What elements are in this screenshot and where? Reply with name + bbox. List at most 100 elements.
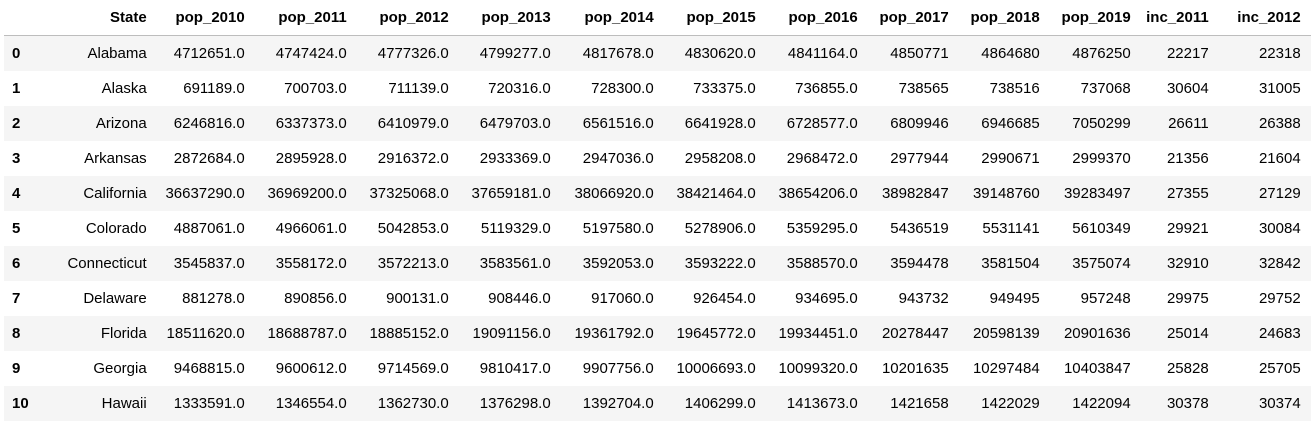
table-cell: 1421658 <box>890 395 949 412</box>
table-cell: 30084 <box>1258 220 1301 237</box>
table-cell: 3558172.0 <box>275 255 347 272</box>
table-cell: 10099320.0 <box>778 360 858 377</box>
table-cell: 5197580.0 <box>582 220 654 237</box>
column-header-pop-2014: pop_2014 <box>560 0 664 36</box>
table-cell: 10201635 <box>881 360 949 377</box>
table-cell: 2872684.0 <box>173 150 245 167</box>
table-cell: 2933369.0 <box>479 150 551 167</box>
column-header-inc-2011: inc_2011 <box>1140 0 1219 36</box>
table-cell: 31005 <box>1258 80 1301 97</box>
table-cell: 2999370 <box>1072 150 1131 167</box>
row-index: 6 <box>12 255 21 272</box>
table-cell: 4850771 <box>890 45 949 62</box>
column-header-pop-2012: pop_2012 <box>356 0 459 36</box>
table-cell: 4747424.0 <box>275 45 347 62</box>
table-cell: 737068 <box>1080 80 1131 97</box>
table-cell: 22318 <box>1258 45 1301 62</box>
cell-state: Georgia <box>93 360 147 377</box>
table-row: 6 Connecticut 3545837.0 3558172.0 357221… <box>4 246 1311 281</box>
table-cell: 38066920.0 <box>574 185 654 202</box>
table-cell: 36637290.0 <box>165 185 245 202</box>
table-cell: 4777326.0 <box>377 45 449 62</box>
table-cell: 5436519 <box>890 220 949 237</box>
table-cell: 20598139 <box>972 325 1040 342</box>
cell-state: Hawaii <box>101 395 147 412</box>
header-row: State pop_2010 pop_2011 pop_2012 pop_201… <box>4 0 1311 36</box>
table-cell: 4799277.0 <box>479 45 551 62</box>
table-cell: 4887061.0 <box>173 220 245 237</box>
table-row: 5 Colorado 4887061.0 4966061.0 5042853.0… <box>4 211 1311 246</box>
table-cell: 26388 <box>1258 115 1301 132</box>
table-cell: 6410979.0 <box>377 115 449 132</box>
table-cell: 2895928.0 <box>275 150 347 167</box>
table-cell: 24683 <box>1258 325 1301 342</box>
table-row: 9 Georgia 9468815.0 9600612.0 9714569.0 … <box>4 351 1311 386</box>
table-cell: 1413673.0 <box>786 395 858 412</box>
table-cell: 934695.0 <box>795 290 858 307</box>
table-cell: 728300.0 <box>591 80 654 97</box>
column-header-pop-2017: pop_2017 <box>867 0 959 36</box>
table-cell: 30374 <box>1258 395 1301 412</box>
table-cell: 9714569.0 <box>377 360 449 377</box>
table-cell: 18688787.0 <box>267 325 347 342</box>
table-cell: 2990671 <box>981 150 1040 167</box>
table-cell: 7050299 <box>1072 115 1131 132</box>
table-cell: 4712651.0 <box>173 45 245 62</box>
row-index: 0 <box>12 45 21 62</box>
column-header-pop-2013: pop_2013 <box>458 0 561 36</box>
table-cell: 19645772.0 <box>676 325 756 342</box>
index-header <box>4 0 29 36</box>
table-cell: 908446.0 <box>488 290 551 307</box>
table-cell: 37659181.0 <box>471 185 551 202</box>
table-row: 2 Arizona 6246816.0 6337373.0 6410979.0 … <box>4 106 1311 141</box>
row-index: 3 <box>12 150 21 167</box>
column-header-pop-2018: pop_2018 <box>958 0 1050 36</box>
table-cell: 3583561.0 <box>479 255 551 272</box>
table-cell: 25828 <box>1166 360 1209 377</box>
table-cell: 1362730.0 <box>377 395 449 412</box>
table-cell: 2977944 <box>890 150 949 167</box>
cell-state: Delaware <box>83 290 147 307</box>
row-index: 4 <box>12 185 21 202</box>
table-cell: 6561516.0 <box>582 115 654 132</box>
table-cell: 6337373.0 <box>275 115 347 132</box>
table-cell: 6641928.0 <box>684 115 756 132</box>
table-cell: 3592053.0 <box>582 255 654 272</box>
cell-state: Florida <box>100 325 147 342</box>
table-cell: 738565 <box>898 80 949 97</box>
column-header-pop-2010: pop_2010 <box>156 0 255 36</box>
table-cell: 6479703.0 <box>479 115 551 132</box>
table-cell: 10297484 <box>972 360 1040 377</box>
table-cell: 2916372.0 <box>377 150 449 167</box>
table-body: 0 Alabama 4712651.0 4747424.0 4777326.0 … <box>4 35 1311 421</box>
row-index: 2 <box>12 115 21 132</box>
table-cell: 957248 <box>1080 290 1131 307</box>
table-row: 3 Arkansas 2872684.0 2895928.0 2916372.0… <box>4 141 1311 176</box>
table-cell: 9600612.0 <box>275 360 347 377</box>
cell-state: Alaska <box>101 80 147 97</box>
table-cell: 20278447 <box>881 325 949 342</box>
table-cell: 6246816.0 <box>173 115 245 132</box>
cell-state: California <box>83 185 147 202</box>
table-cell: 5610349 <box>1072 220 1131 237</box>
cell-state: Arizona <box>95 115 147 132</box>
table-cell: 720316.0 <box>488 80 551 97</box>
table-cell: 3588570.0 <box>786 255 858 272</box>
column-header-pop-2019: pop_2019 <box>1049 0 1141 36</box>
table-cell: 29752 <box>1258 290 1301 307</box>
cell-state: Arkansas <box>84 150 147 167</box>
table-cell: 5042853.0 <box>377 220 449 237</box>
table-cell: 19091156.0 <box>472 325 551 342</box>
table-cell: 18885152.0 <box>369 325 449 342</box>
table-cell: 900131.0 <box>386 290 449 307</box>
table-cell: 6728577.0 <box>786 115 858 132</box>
table-row: 8 Florida 18511620.0 18688787.0 18885152… <box>4 316 1311 351</box>
table-cell: 30604 <box>1166 80 1209 97</box>
table-cell: 5531141 <box>982 220 1040 237</box>
table-cell: 10403847 <box>1063 360 1131 377</box>
table-cell: 2947036.0 <box>582 150 654 167</box>
table-row: 0 Alabama 4712651.0 4747424.0 4777326.0 … <box>4 35 1311 71</box>
table-cell: 4966061.0 <box>275 220 347 237</box>
table-cell: 3575074 <box>1072 255 1131 272</box>
table-cell: 19361792.0 <box>574 325 654 342</box>
